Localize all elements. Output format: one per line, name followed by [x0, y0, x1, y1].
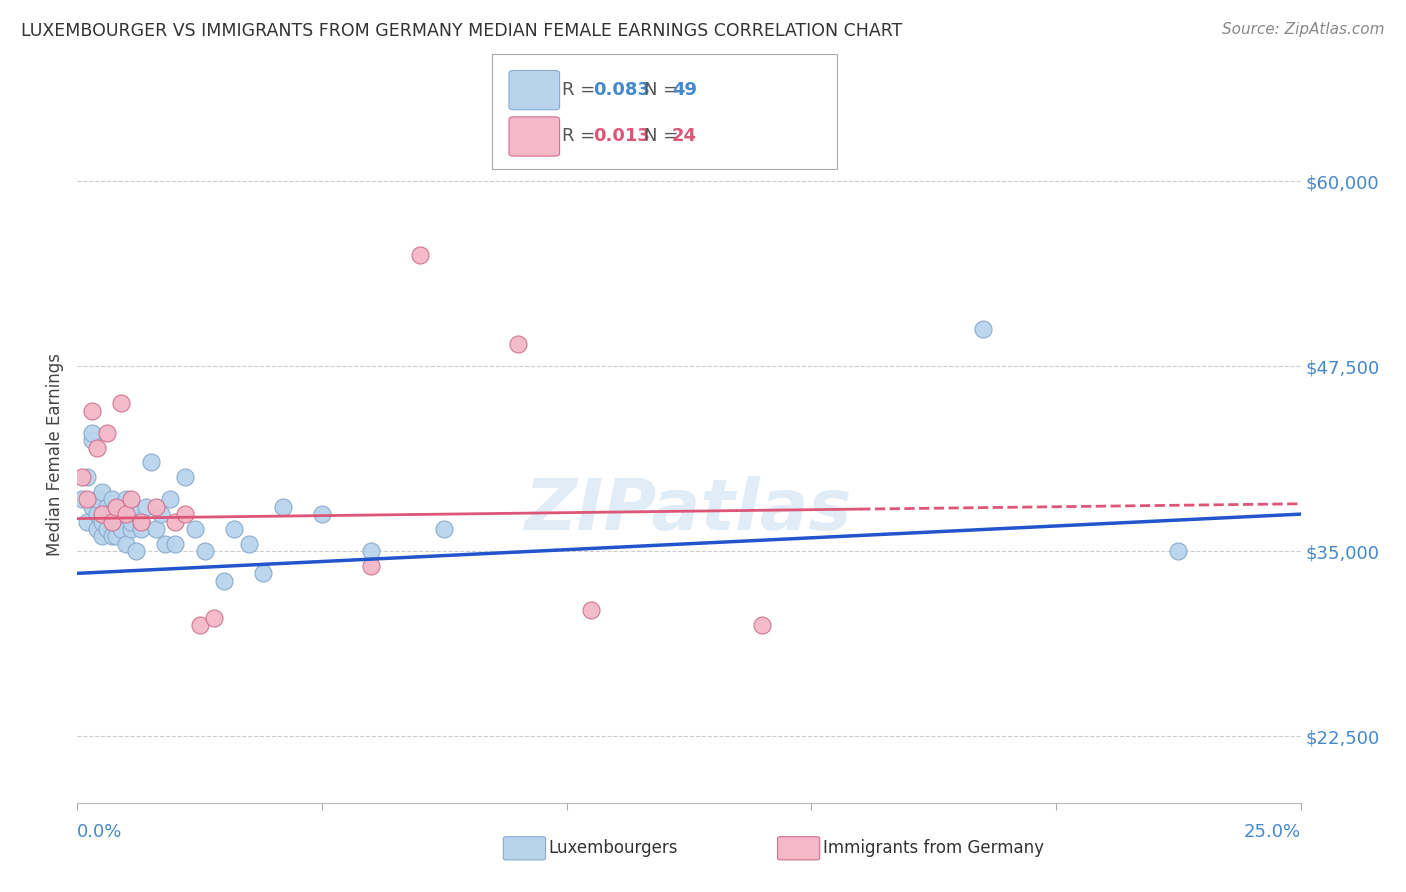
- Point: [105, 529, 128, 543]
- Point: [159, 492, 181, 507]
- Point: [271, 500, 294, 514]
- Point: [120, 515, 142, 529]
- Point: [110, 396, 132, 410]
- Text: 0.0%: 0.0%: [77, 822, 122, 840]
- Text: R =: R =: [562, 81, 596, 99]
- Point: [751, 618, 773, 632]
- Point: [80, 403, 103, 417]
- Point: [110, 522, 132, 536]
- Point: [174, 507, 197, 521]
- Text: 49: 49: [672, 81, 697, 99]
- Point: [238, 537, 260, 551]
- Text: ZIPatlas: ZIPatlas: [526, 476, 852, 545]
- Point: [125, 544, 148, 558]
- Point: [90, 515, 112, 529]
- Point: [165, 537, 187, 551]
- Point: [360, 558, 382, 573]
- Point: [188, 618, 211, 632]
- Y-axis label: Median Female Earnings: Median Female Earnings: [46, 353, 65, 557]
- Point: [222, 522, 245, 536]
- Point: [76, 492, 98, 507]
- Point: [145, 522, 167, 536]
- Text: LUXEMBOURGER VS IMMIGRANTS FROM GERMANY MEDIAN FEMALE EARNINGS CORRELATION CHART: LUXEMBOURGER VS IMMIGRANTS FROM GERMANY …: [21, 22, 903, 40]
- Point: [120, 500, 142, 514]
- Point: [149, 507, 172, 521]
- Text: 25.0%: 25.0%: [1243, 822, 1301, 840]
- Point: [86, 441, 108, 455]
- Point: [174, 470, 197, 484]
- Point: [184, 522, 207, 536]
- Point: [115, 537, 138, 551]
- Point: [115, 507, 138, 521]
- Point: [100, 529, 122, 543]
- Point: [80, 425, 103, 440]
- Text: Luxembourgers: Luxembourgers: [548, 839, 678, 857]
- Point: [120, 492, 142, 507]
- Point: [96, 500, 118, 514]
- Text: 0.013: 0.013: [593, 128, 650, 145]
- Point: [579, 603, 602, 617]
- Text: N =: N =: [644, 128, 678, 145]
- Point: [506, 337, 529, 351]
- Point: [433, 522, 456, 536]
- Point: [110, 507, 132, 521]
- Text: N =: N =: [644, 81, 678, 99]
- Point: [86, 522, 108, 536]
- Point: [145, 500, 167, 514]
- Point: [129, 515, 152, 529]
- Point: [70, 492, 93, 507]
- Point: [202, 611, 225, 625]
- Point: [115, 492, 138, 507]
- Point: [360, 544, 382, 558]
- Point: [86, 507, 108, 521]
- Point: [90, 529, 112, 543]
- Point: [972, 322, 994, 336]
- Point: [311, 507, 333, 521]
- Point: [1388, 611, 1406, 625]
- Point: [96, 522, 118, 536]
- Point: [90, 484, 112, 499]
- Point: [80, 500, 103, 514]
- Point: [135, 500, 157, 514]
- Point: [165, 515, 187, 529]
- Text: 0.083: 0.083: [593, 81, 651, 99]
- Text: Immigrants from Germany: Immigrants from Germany: [823, 839, 1043, 857]
- Point: [409, 248, 432, 262]
- Point: [80, 433, 103, 447]
- Point: [155, 537, 177, 551]
- Point: [1167, 544, 1189, 558]
- Point: [76, 515, 98, 529]
- Text: Source: ZipAtlas.com: Source: ZipAtlas.com: [1222, 22, 1385, 37]
- Point: [100, 515, 122, 529]
- Point: [96, 425, 118, 440]
- Point: [76, 470, 98, 484]
- Point: [139, 455, 162, 469]
- Point: [212, 574, 235, 588]
- Point: [105, 500, 128, 514]
- Point: [100, 507, 122, 521]
- Text: R =: R =: [562, 128, 596, 145]
- Text: 24: 24: [672, 128, 697, 145]
- Point: [90, 507, 112, 521]
- Point: [129, 522, 152, 536]
- Point: [86, 492, 108, 507]
- Point: [252, 566, 274, 581]
- Point: [193, 544, 215, 558]
- Point: [120, 522, 142, 536]
- Point: [100, 492, 122, 507]
- Point: [105, 515, 128, 529]
- Point: [129, 515, 152, 529]
- Point: [70, 470, 93, 484]
